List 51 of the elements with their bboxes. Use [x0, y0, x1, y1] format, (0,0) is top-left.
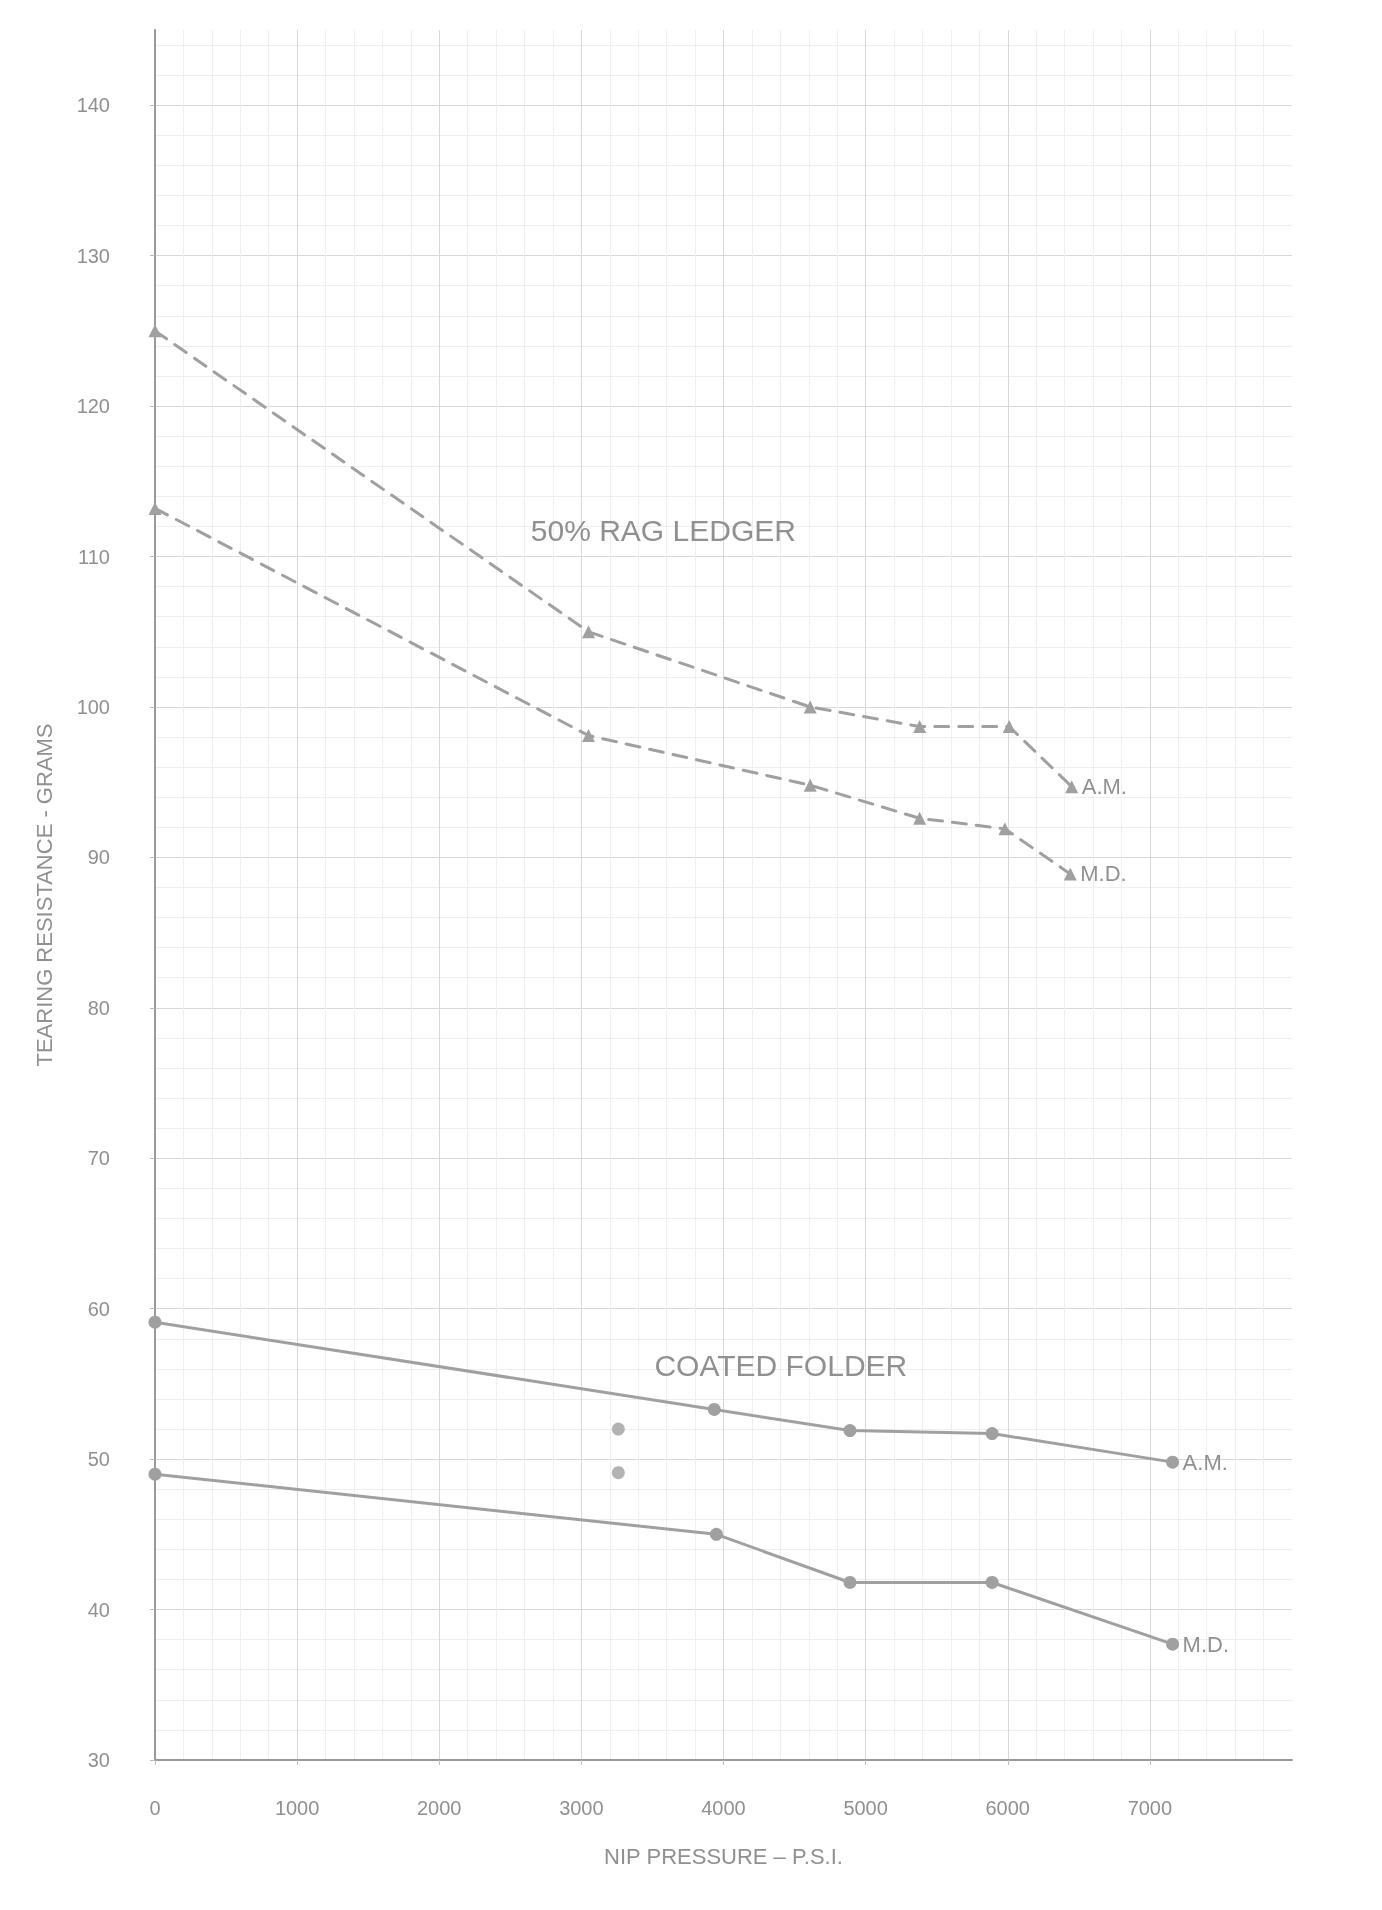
y-tick-label: 100 — [76, 695, 110, 718]
series-label: A.M. — [1182, 1449, 1228, 1475]
series-label: M.D. — [1182, 1631, 1230, 1657]
point — [843, 1575, 857, 1589]
y-tick-label: 110 — [78, 545, 110, 568]
x-tick-label: 4000 — [701, 1797, 746, 1819]
point — [709, 1527, 723, 1541]
x-tick-label: 6000 — [985, 1797, 1030, 1819]
x-axis-title: NIP PRESSURE – P.S.I. — [604, 1843, 843, 1869]
x-tick-label: 5000 — [843, 1797, 888, 1819]
y-tick-label: 90 — [87, 846, 110, 869]
y-tick-label: 120 — [76, 395, 110, 418]
point — [843, 1424, 857, 1438]
series-label: M.D. — [1080, 861, 1127, 887]
x-tick-label: 2000 — [417, 1797, 462, 1819]
point — [1166, 1637, 1180, 1651]
y-tick-label: 140 — [76, 94, 110, 117]
y-tick-label: 40 — [87, 1598, 110, 1621]
series-label: A.M. — [1081, 774, 1127, 800]
point — [1166, 1455, 1180, 1469]
point — [1002, 720, 1016, 734]
point — [148, 1467, 162, 1481]
y-axis-title: TEARING RESISTANCE - GRAMS — [31, 723, 57, 1067]
y-tick-label: 80 — [87, 996, 110, 1019]
annotation: 50% RAG LEDGER — [530, 514, 796, 548]
point — [913, 811, 927, 825]
point — [581, 729, 595, 743]
point — [998, 822, 1012, 836]
y-tick-label: 50 — [87, 1448, 110, 1471]
point — [148, 1315, 162, 1329]
x-tick-label: 1000 — [274, 1797, 320, 1819]
point — [913, 720, 927, 734]
y-tick-label: 130 — [76, 244, 110, 267]
point — [985, 1575, 999, 1589]
point — [148, 324, 162, 338]
point — [611, 1422, 625, 1436]
point — [985, 1427, 999, 1441]
y-tick-label: 60 — [87, 1297, 110, 1320]
point — [1065, 780, 1079, 794]
x-tick-label: 0 — [149, 1797, 161, 1819]
point — [611, 1466, 625, 1480]
x-tick-label: 7000 — [1127, 1797, 1173, 1819]
x-tick-label: 3000 — [559, 1797, 604, 1819]
point — [803, 778, 817, 792]
y-tick-label: 30 — [87, 1749, 110, 1771]
annotation: COATED FOLDER — [654, 1349, 908, 1383]
point — [707, 1402, 721, 1416]
point — [1063, 867, 1077, 881]
point — [581, 625, 595, 639]
point — [803, 700, 817, 714]
y-tick-label: 70 — [87, 1147, 110, 1170]
